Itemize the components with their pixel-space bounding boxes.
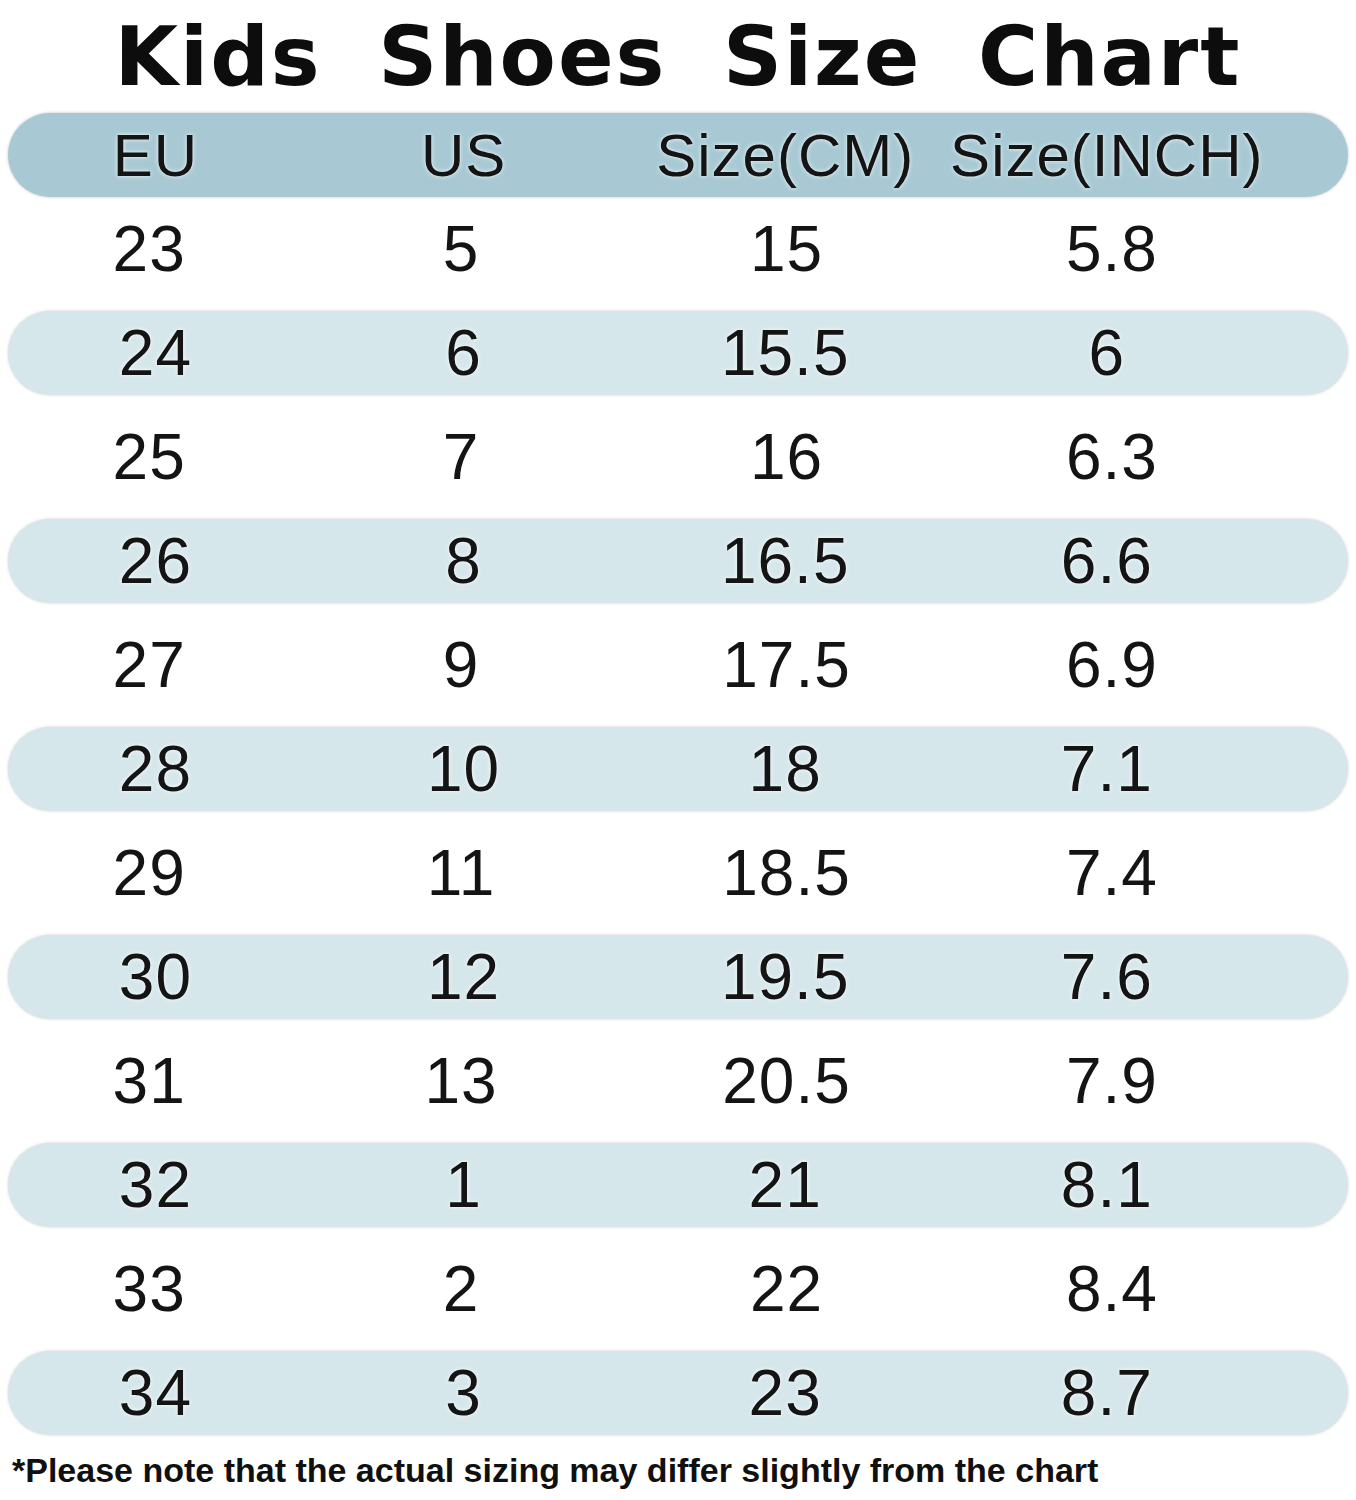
table-cell: 6.9: [949, 628, 1274, 702]
table-cell: 32: [8, 1148, 303, 1222]
table-row: 24615.56: [8, 311, 1348, 395]
table-cell: 5.8: [949, 212, 1274, 286]
table-cell: 13: [298, 1044, 623, 1118]
table-cell: 15: [624, 212, 949, 286]
table-cell: 11: [298, 836, 623, 910]
table-cell: 1: [303, 1148, 625, 1222]
table-cell: 7: [298, 420, 623, 494]
table-row: 343238.7: [8, 1351, 1348, 1435]
table-cell: 7.6: [946, 940, 1268, 1014]
table-cell: 24: [8, 316, 303, 390]
page-title: Kids Shoes Size Chart: [0, 0, 1356, 113]
table-row: 321218.1: [8, 1143, 1348, 1227]
table-row: 257166.3: [0, 405, 1356, 509]
table-cell: 34: [8, 1356, 303, 1430]
table-cell: 31: [0, 1044, 298, 1118]
column-header-cm: Size(CM): [624, 121, 946, 190]
table-cell: 6.6: [946, 524, 1268, 598]
table-cell: 6: [303, 316, 625, 390]
table-cell: 8.1: [946, 1148, 1268, 1222]
footnote: *Please note that the actual sizing may …: [0, 1451, 1356, 1490]
table-cell: 2: [298, 1252, 623, 1326]
table-row: 235155.8: [0, 197, 1356, 301]
table-row: 311320.57.9: [0, 1029, 1356, 1133]
table-cell: 8.7: [946, 1356, 1268, 1430]
table-cell: 16.5: [624, 524, 946, 598]
table-cell: 29: [0, 836, 298, 910]
table-cell: 20.5: [624, 1044, 949, 1118]
table-cell: 19.5: [624, 940, 946, 1014]
table-header-row: EU US Size(CM) Size(INCH): [8, 113, 1348, 197]
table-cell: 30: [8, 940, 303, 1014]
table-cell: 28: [8, 732, 303, 806]
table-row: 27917.56.9: [0, 613, 1356, 717]
column-header-inch: Size(INCH): [946, 121, 1268, 190]
table-cell: 6.3: [949, 420, 1274, 494]
table-row: 332228.4: [0, 1237, 1356, 1341]
table-row: 291118.57.4: [0, 821, 1356, 925]
table-cell: 27: [0, 628, 298, 702]
table-cell: 9: [298, 628, 623, 702]
table-cell: 10: [303, 732, 625, 806]
table-cell: 8: [303, 524, 625, 598]
table-cell: 18: [624, 732, 946, 806]
table-cell: 23: [0, 212, 298, 286]
table-cell: 26: [8, 524, 303, 598]
table-cell: 22: [624, 1252, 949, 1326]
table-row: 2810187.1: [8, 727, 1348, 811]
table-cell: 33: [0, 1252, 298, 1326]
column-header-us: US: [303, 121, 625, 190]
table-cell: 7.4: [949, 836, 1274, 910]
column-header-eu: EU: [8, 121, 303, 190]
table-cell: 3: [303, 1356, 625, 1430]
table-cell: 25: [0, 420, 298, 494]
table-cell: 21: [624, 1148, 946, 1222]
table-cell: 18.5: [624, 836, 949, 910]
table-cell: 12: [303, 940, 625, 1014]
table-cell: 17.5: [624, 628, 949, 702]
size-chart-page: Kids Shoes Size Chart EU US Size(CM) Siz…: [0, 0, 1356, 1500]
table-row: 26816.56.6: [8, 519, 1348, 603]
table-cell: 16: [624, 420, 949, 494]
table-cell: 5: [298, 212, 623, 286]
table-cell: 7.1: [946, 732, 1268, 806]
table-row: 301219.57.6: [8, 935, 1348, 1019]
table-body: 235155.824615.56257166.326816.56.627917.…: [0, 197, 1356, 1435]
table-cell: 7.9: [949, 1044, 1274, 1118]
table-cell: 6: [946, 316, 1268, 390]
table-cell: 23: [624, 1356, 946, 1430]
table-cell: 15.5: [624, 316, 946, 390]
table-cell: 8.4: [949, 1252, 1274, 1326]
